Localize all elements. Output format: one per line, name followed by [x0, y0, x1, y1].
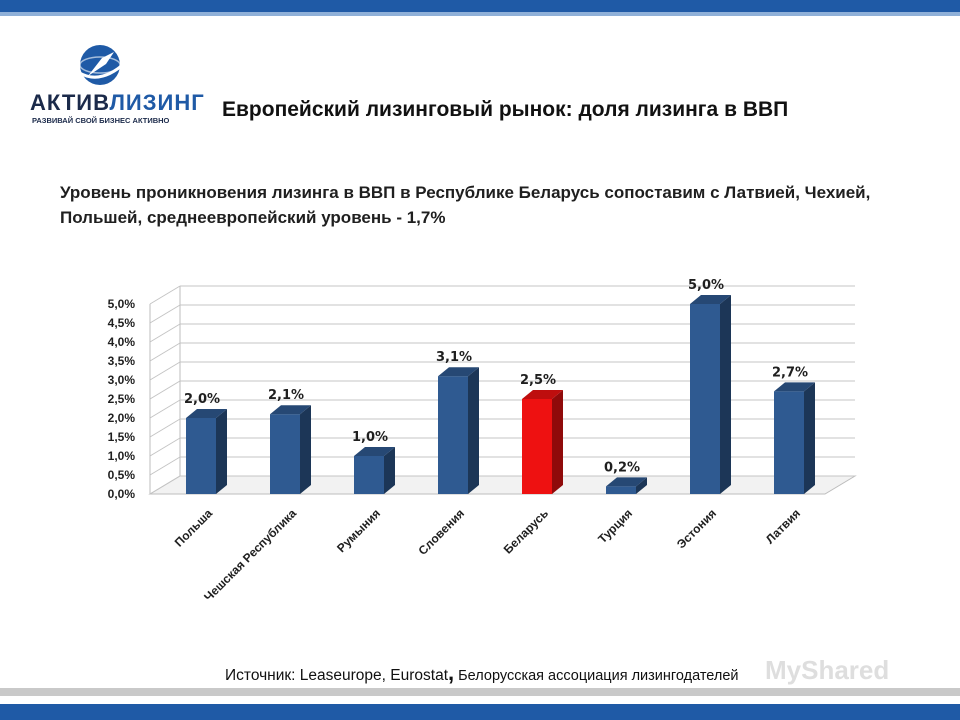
source-org: Белорусская ассоциация лизингодателей [454, 668, 739, 684]
data-label: 2,0% [184, 392, 220, 407]
y-tick-label: 0,0% [108, 487, 136, 501]
bottom-gray-bar [0, 688, 960, 696]
logo-brand-part2: ЛИЗИНГ [109, 90, 205, 115]
y-axis-ticks: 0,0% 0,5% 1,0% 1,5% 2,0% 2,5% 3,0% 3,5% 4,0% 4,5%… [108, 297, 136, 501]
data-labels: 2,0% 2,1% 1,0% 3,1% 2,5% 0,2% 5,0% 2,7% [184, 278, 808, 475]
bar [522, 390, 563, 494]
chart-floor [148, 475, 857, 495]
data-label: 5,0% [688, 278, 724, 293]
source-note: Источник: Leaseurope, Eurostat, Белорусс… [225, 660, 739, 686]
y-tick-label: 3,0% [108, 373, 136, 387]
bar [438, 367, 479, 494]
gridline-side [149, 342, 181, 362]
bar-front [354, 456, 384, 494]
bar [774, 382, 815, 494]
data-label: 0,2% [604, 460, 640, 475]
y-tick-label: 0,5% [108, 468, 136, 482]
gridline-side [149, 399, 181, 419]
gridline-side [149, 361, 181, 381]
bar [354, 447, 395, 494]
gridline-side [149, 304, 181, 324]
subtitle: Уровень проникновения лизинга в ВВП в Ре… [60, 183, 871, 227]
x-tick-label: Чешская Республика [201, 506, 299, 604]
x-tick-label: Беларусь [501, 506, 551, 556]
x-tick-label: Латвия [763, 506, 803, 546]
logo-brand-part1: АКТИВ [30, 90, 110, 115]
y-tick-label: 2,5% [108, 392, 136, 406]
x-tick-label: Словения [416, 506, 468, 558]
bar-front [774, 391, 804, 494]
gridline-side [149, 437, 181, 457]
bar-top [438, 367, 479, 377]
bar-side [468, 367, 479, 494]
bar-top [354, 447, 395, 456]
logo-slogan: РАЗВИВАЙ СВОЙ БИЗНЕС АКТИВНО [32, 116, 170, 125]
gridline-side [149, 380, 181, 400]
logo-brand: АКТИВЛИЗИНГ [30, 90, 205, 116]
bar-side [552, 390, 563, 494]
bar [270, 405, 311, 494]
source-prefix: Источник: [225, 667, 300, 684]
bar [690, 295, 731, 494]
x-tick-label: Румыния [334, 506, 383, 555]
y-tick-label: 4,5% [108, 316, 136, 330]
chart-grid [148, 285, 857, 495]
x-tick-label: Польша [172, 506, 216, 550]
x-tick-label: Турция [595, 506, 635, 546]
bar-side [216, 409, 227, 494]
bar-side [636, 477, 647, 494]
gridline-side [149, 475, 181, 495]
data-label: 2,1% [268, 388, 304, 403]
x-tick-label: Эстония [674, 506, 719, 551]
bar-side [804, 382, 815, 494]
data-label: 2,7% [772, 365, 808, 380]
top-accent-stripe [0, 12, 960, 16]
y-tick-label: 4,0% [108, 335, 136, 349]
bar-top [774, 382, 815, 392]
gridline-side [149, 323, 181, 343]
gridline-side [149, 418, 181, 438]
y-tick-label: 1,0% [108, 449, 136, 463]
bar-front [522, 399, 552, 494]
bar-top [522, 390, 563, 399]
data-label: 3,1% [436, 350, 472, 365]
bar-top [186, 409, 227, 418]
watermark: MyShared [765, 655, 890, 685]
gridline-side [149, 456, 181, 476]
bar-top [606, 477, 647, 487]
source-comma: , [448, 660, 455, 685]
y-tick-label: 3,5% [108, 354, 136, 368]
bar-top [270, 405, 311, 415]
data-label: 1,0% [352, 430, 388, 445]
bar-front [606, 486, 636, 494]
bar [606, 477, 647, 494]
bar-series [186, 295, 815, 494]
bar-side [720, 295, 731, 494]
top-accent-bar [0, 0, 960, 12]
bar-top [690, 295, 731, 304]
source-main: Leaseurope, Eurostat [299, 667, 449, 684]
gridline-side [149, 285, 181, 305]
y-tick-label: 5,0% [108, 297, 136, 311]
bar-front [438, 376, 468, 494]
bar-side [300, 405, 311, 494]
data-label: 2,5% [520, 373, 556, 388]
company-logo: АКТИВЛИЗИНГ РАЗВИВАЙ СВОЙ БИЗНЕС АКТИВНО [30, 40, 204, 130]
bottom-accent-bar [0, 704, 960, 720]
bar-front [270, 414, 300, 494]
bar-front [186, 418, 216, 494]
globe-icon [77, 45, 128, 85]
bar-front [690, 304, 720, 494]
y-tick-label: 2,0% [108, 411, 136, 425]
bar [186, 409, 227, 494]
y-tick-label: 1,5% [108, 430, 136, 444]
page-title: Европейский лизинговый рынок: доля лизин… [222, 98, 789, 121]
bar-side [384, 447, 395, 494]
